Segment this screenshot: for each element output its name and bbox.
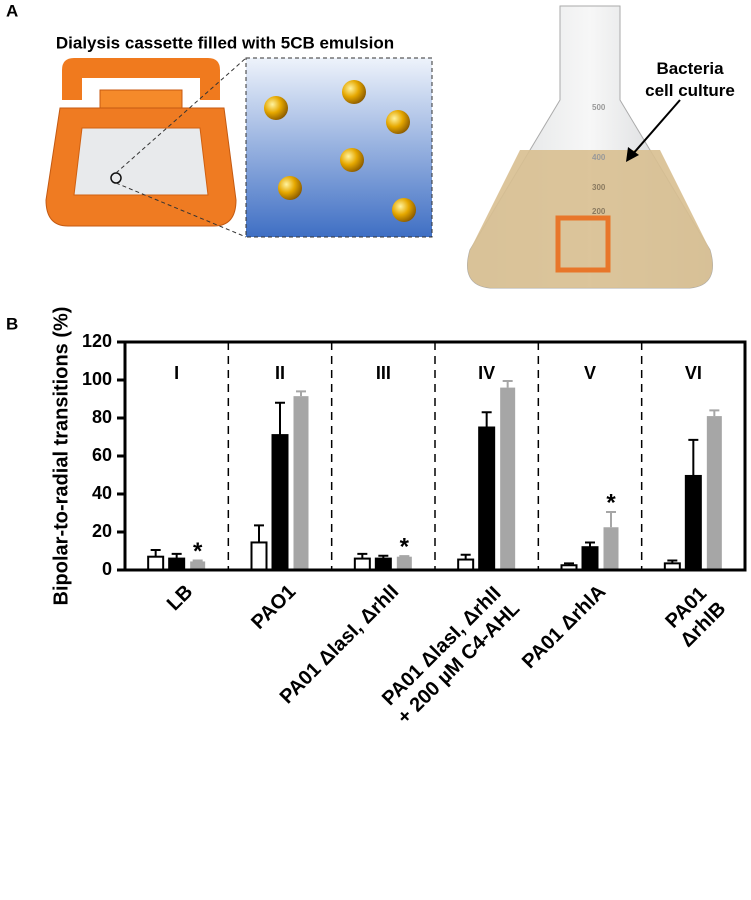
group-label: I — [174, 363, 179, 383]
error-bar — [150, 549, 161, 557]
error-bar — [254, 524, 264, 543]
panel-label: B — [6, 314, 18, 333]
group-label: V — [584, 363, 596, 383]
flask-mark: 500 — [592, 103, 606, 112]
zoom-line — [115, 182, 247, 238]
bar — [374, 557, 392, 571]
bar — [147, 555, 165, 572]
arrow-head — [626, 147, 639, 162]
error-bar — [688, 438, 699, 476]
group-label: II — [275, 363, 285, 383]
flask-mark: 300 — [592, 183, 606, 192]
bar — [500, 387, 516, 570]
y-tick-label: 80 — [92, 407, 112, 427]
bar — [250, 541, 268, 572]
bar — [168, 557, 186, 571]
zoom-line — [115, 57, 247, 174]
y-tick-label: 0 — [102, 559, 112, 579]
caption: Dialysis cassette filled with 5CB emulsi… — [56, 33, 394, 52]
group-label: VI — [685, 363, 702, 383]
bar — [603, 527, 619, 570]
bar — [190, 561, 206, 570]
arrow — [631, 99, 681, 156]
y-tick-label: 120 — [82, 331, 112, 351]
error-bar — [296, 390, 306, 397]
caption: Bacteria cell culture — [645, 59, 735, 100]
flask-mark: 200 — [592, 207, 606, 216]
plot-frame — [123, 340, 747, 572]
flask-mark: 400 — [592, 153, 606, 162]
panel-label: A — [6, 1, 18, 20]
bar — [478, 426, 496, 571]
bar — [293, 396, 309, 570]
y-tick-label: 100 — [82, 369, 112, 389]
annotation: * — [193, 538, 203, 565]
error-bar — [502, 379, 513, 388]
error-bar — [192, 559, 203, 562]
bar — [353, 557, 371, 571]
bar — [396, 556, 412, 570]
group-label: III — [376, 363, 391, 383]
bar — [457, 558, 475, 571]
error-bar — [275, 401, 285, 436]
bar — [271, 434, 289, 571]
bar — [684, 474, 702, 572]
flask: 500 400 300 200 — [467, 5, 713, 289]
y-tick-label: 20 — [92, 521, 112, 541]
annotation: * — [400, 533, 410, 560]
error-bar — [399, 555, 410, 558]
bar — [581, 546, 599, 572]
y-tick-label: 60 — [92, 445, 112, 465]
bar — [706, 416, 722, 570]
y-tick-label: 40 — [92, 483, 112, 503]
droplets — [264, 80, 416, 222]
error-bar — [709, 409, 720, 417]
y-axis-label: Bipolar-to-radial transitions (%) — [50, 307, 72, 606]
error-bar — [606, 511, 616, 528]
annotation: * — [606, 489, 616, 516]
error-bar — [481, 411, 492, 428]
group-label: IV — [478, 363, 495, 383]
cassette — [45, 58, 237, 227]
